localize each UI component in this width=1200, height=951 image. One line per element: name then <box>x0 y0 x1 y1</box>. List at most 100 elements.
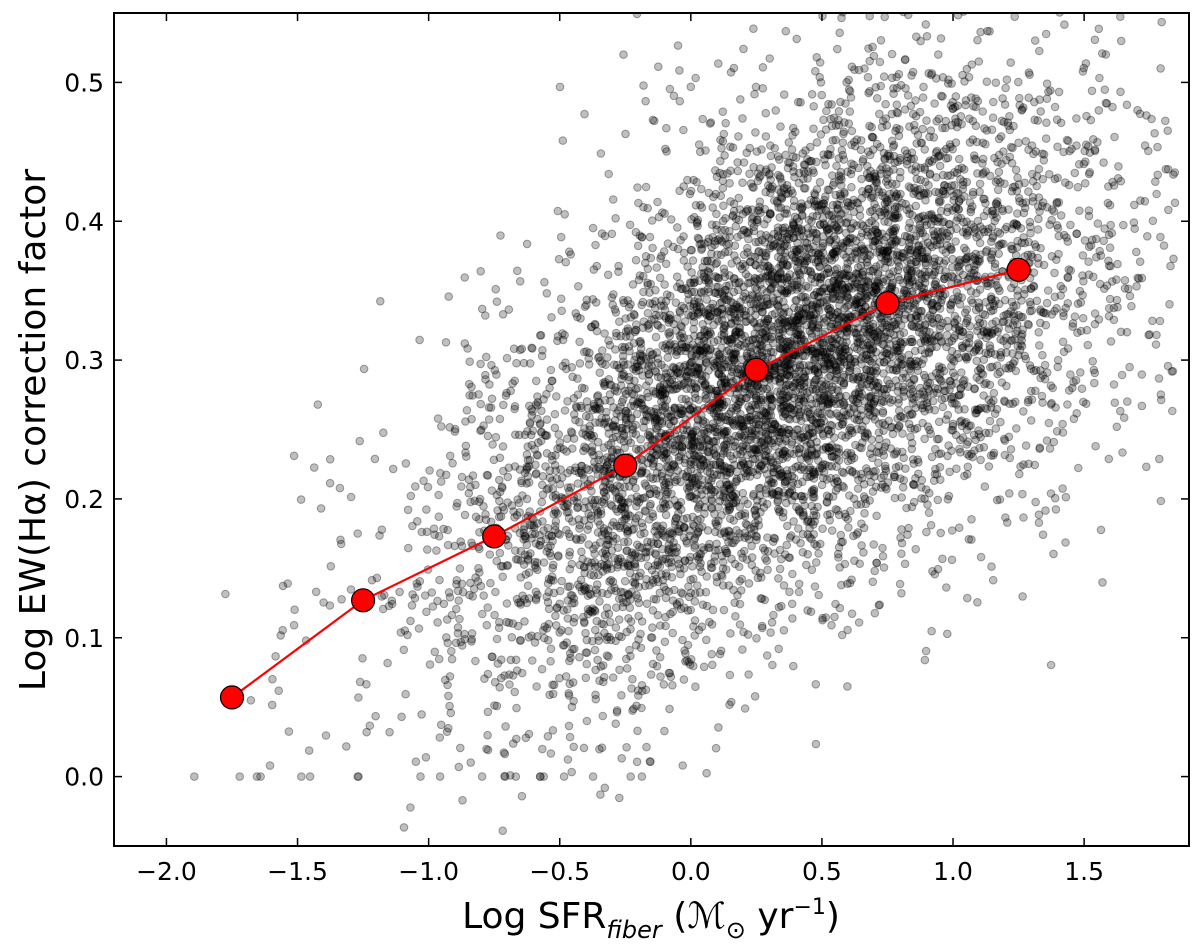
scatter-point <box>739 44 748 54</box>
scatter-point <box>1053 173 1062 183</box>
scatter-point <box>845 107 855 116</box>
scatter-point <box>483 730 492 740</box>
scatter-point <box>876 36 886 45</box>
scatter-point <box>403 505 413 515</box>
scatter-point <box>976 455 985 465</box>
scatter-point <box>1082 111 1091 121</box>
scatter-point <box>782 540 792 550</box>
scatter-point <box>830 612 839 622</box>
scatter-point <box>779 90 789 99</box>
scatter-point <box>493 659 503 668</box>
scatter-point <box>738 178 747 187</box>
scatter-point <box>895 579 905 589</box>
scatter-point <box>817 409 827 418</box>
scatter-point <box>721 233 730 243</box>
scatter-point <box>1019 407 1028 416</box>
scatter-point <box>759 464 769 474</box>
scatter-point <box>895 353 905 363</box>
scatter-point <box>1036 373 1045 383</box>
scatter-point <box>849 219 858 228</box>
scatter-point <box>875 600 885 610</box>
scatter-point <box>817 413 827 423</box>
scatter-point <box>488 440 497 449</box>
scatter-point <box>591 665 600 675</box>
scatter-point <box>930 405 940 415</box>
scatter-point <box>857 443 866 453</box>
scatter-point <box>1072 409 1081 418</box>
scatter-point <box>1006 58 1016 67</box>
scatter-point <box>935 365 944 374</box>
scatter-point <box>1033 116 1043 125</box>
scatter-point <box>917 345 926 355</box>
scatter-point <box>522 479 531 488</box>
scatter-point <box>289 620 299 630</box>
scatter-point <box>923 335 932 344</box>
scatter-point <box>682 384 691 394</box>
scatter-point <box>1094 106 1104 115</box>
scatter-point <box>702 601 712 611</box>
scatter-point <box>823 397 833 407</box>
scatter-point <box>649 594 659 604</box>
scatter-point <box>1001 513 1010 522</box>
scatter-point <box>465 357 475 367</box>
scatter-point <box>528 656 537 665</box>
scatter-point <box>651 570 660 580</box>
scatter-point <box>1073 182 1083 192</box>
scatter-point <box>531 376 541 386</box>
scatter-point <box>812 138 822 147</box>
scatter-point <box>749 213 758 222</box>
scatter-point <box>676 373 685 382</box>
scatter-point <box>304 746 314 755</box>
scatter-point <box>498 572 508 582</box>
scatter-point <box>782 453 792 462</box>
scatter-point <box>824 210 834 220</box>
scatter-point <box>790 224 800 234</box>
scatter-point <box>743 499 753 509</box>
scatter-point <box>684 657 694 667</box>
scatter-point <box>753 381 763 391</box>
scatter-point <box>837 431 847 440</box>
scatter-point <box>454 762 464 772</box>
scatter-point <box>797 203 807 213</box>
scatter-point <box>921 20 931 29</box>
scatter-point <box>565 582 575 591</box>
scatter-point <box>900 249 909 258</box>
scatter-point <box>985 416 995 426</box>
scatter-point <box>1112 422 1122 432</box>
scatter-point <box>491 432 501 442</box>
scatter-point <box>993 157 1002 167</box>
scatter-point <box>643 278 652 288</box>
scatter-point <box>1049 207 1059 216</box>
scatter-point <box>988 575 998 585</box>
scatter-point <box>1102 281 1112 290</box>
scatter-point <box>799 257 808 266</box>
scatter-point <box>636 530 645 539</box>
scatter-point <box>718 412 727 422</box>
scatter-point <box>342 742 351 751</box>
scatter-point <box>774 644 784 654</box>
scatter-point <box>968 135 978 144</box>
scatter-point <box>860 64 869 73</box>
scatter-point <box>758 84 768 93</box>
scatter-point <box>749 24 758 34</box>
scatter-point <box>975 179 985 189</box>
scatter-point <box>1101 50 1111 59</box>
scatter-point <box>777 471 787 481</box>
scatter-point <box>880 217 889 226</box>
scatter-point <box>971 305 981 315</box>
scatter-point <box>1000 450 1010 460</box>
scatter-point <box>774 374 784 384</box>
scatter-point <box>944 491 954 501</box>
scatter-point <box>1015 469 1024 479</box>
scatter-point <box>654 62 663 71</box>
scatter-point <box>617 397 627 407</box>
scatter-point <box>642 742 651 752</box>
scatter-point <box>730 241 740 250</box>
scatter-point <box>485 550 495 559</box>
scatter-point <box>978 170 988 179</box>
scatter-point <box>827 462 837 471</box>
scatter-point <box>756 340 765 349</box>
scatter-point <box>857 254 867 264</box>
scatter-point <box>980 380 989 389</box>
scatter-point <box>1143 232 1152 241</box>
